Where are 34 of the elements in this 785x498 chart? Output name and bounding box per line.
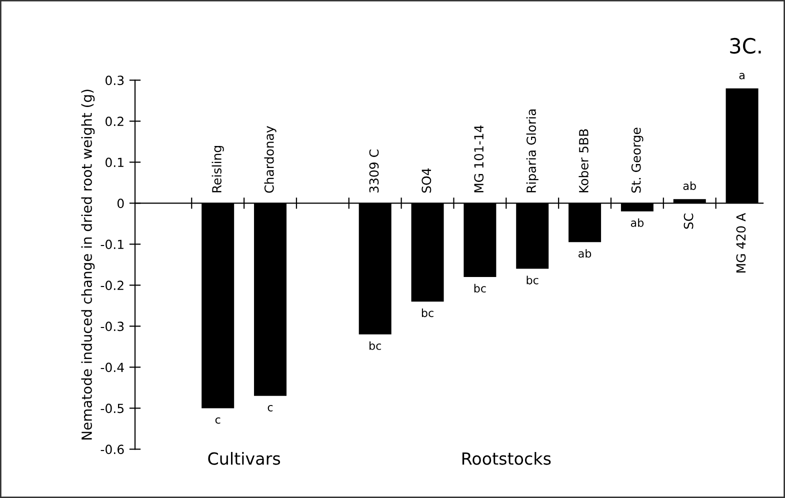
y-tick-label: -0.2 <box>100 280 124 290</box>
annotation: c <box>215 417 220 424</box>
x-tick-label: Riparia Gloria <box>526 110 538 192</box>
y-tick-label: -0.4 <box>100 362 124 372</box>
y-axis-title: Nematode induced change in dried root weight (g) <box>81 90 95 440</box>
x-tick-label: MG 101-14 <box>474 125 484 192</box>
x-tick-label: Reisling <box>212 146 224 192</box>
y-tick-label: -0.5 <box>100 404 124 414</box>
text: Cultivars <box>208 452 280 465</box>
y-tick-label: -0.6 <box>100 444 124 454</box>
y-tick-label: -0.3 <box>100 322 124 332</box>
chart-title: 3C. <box>730 38 761 54</box>
annotation: bc <box>526 276 538 284</box>
annotation: ab <box>578 249 592 258</box>
x-tick-label: St. George <box>631 128 644 193</box>
x-tick-label: Chardonay <box>264 126 276 193</box>
x-tick-label: SO4 <box>422 168 432 193</box>
annotation: ab <box>683 181 696 190</box>
annotation: ab <box>630 218 644 227</box>
x-tick-label: Kober 5BB <box>578 129 588 192</box>
y-tick-label: 0 <box>117 198 124 208</box>
annotation: bc <box>474 284 486 293</box>
y-tick-label: 0.2 <box>106 116 124 126</box>
x-tick-label: 3309 C <box>369 150 379 193</box>
x-tick-label: MG 420 A <box>736 213 746 273</box>
annotation: c <box>268 405 273 412</box>
annotation: bc <box>422 308 434 318</box>
annotation: bc <box>370 341 381 350</box>
y-tick-label: -0.1 <box>100 240 124 250</box>
annotation: a <box>739 72 744 80</box>
y-tick-label: 0.1 <box>106 158 124 168</box>
text: Rootstocks <box>462 452 551 465</box>
y-tick-label: 0.3 <box>106 76 124 86</box>
x-tick-label: SC <box>684 214 694 229</box>
